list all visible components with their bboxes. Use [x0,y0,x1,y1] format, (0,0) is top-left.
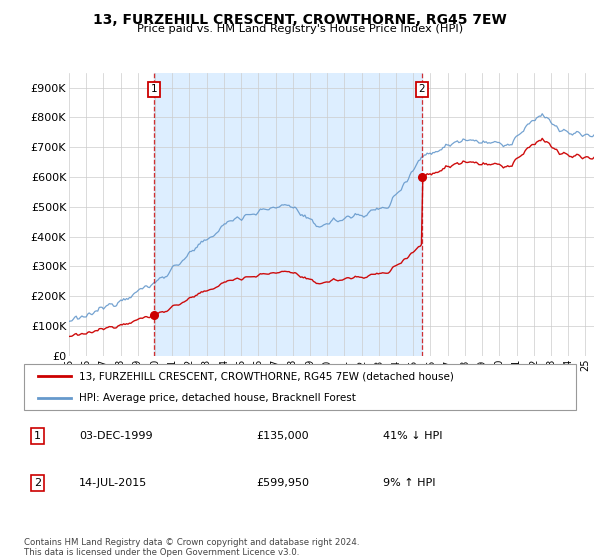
Text: Contains HM Land Registry data © Crown copyright and database right 2024.
This d: Contains HM Land Registry data © Crown c… [24,538,359,557]
Text: 41% ↓ HPI: 41% ↓ HPI [383,431,442,441]
Text: 03-DEC-1999: 03-DEC-1999 [79,431,153,441]
Text: £599,950: £599,950 [256,478,309,488]
Text: 1: 1 [151,84,157,94]
Text: £135,000: £135,000 [256,431,308,441]
Text: 2: 2 [34,478,41,488]
Text: 2: 2 [419,84,425,94]
Text: 13, FURZEHILL CRESCENT, CROWTHORNE, RG45 7EW: 13, FURZEHILL CRESCENT, CROWTHORNE, RG45… [93,13,507,27]
Text: Price paid vs. HM Land Registry's House Price Index (HPI): Price paid vs. HM Land Registry's House … [137,24,463,34]
Text: 14-JUL-2015: 14-JUL-2015 [79,478,148,488]
Text: 1: 1 [34,431,41,441]
Text: HPI: Average price, detached house, Bracknell Forest: HPI: Average price, detached house, Brac… [79,393,356,403]
Text: 9% ↑ HPI: 9% ↑ HPI [383,478,436,488]
Bar [154,73,422,356]
Text: 13, FURZEHILL CRESCENT, CROWTHORNE, RG45 7EW (detached house): 13, FURZEHILL CRESCENT, CROWTHORNE, RG45… [79,371,454,381]
FancyBboxPatch shape [24,364,576,410]
